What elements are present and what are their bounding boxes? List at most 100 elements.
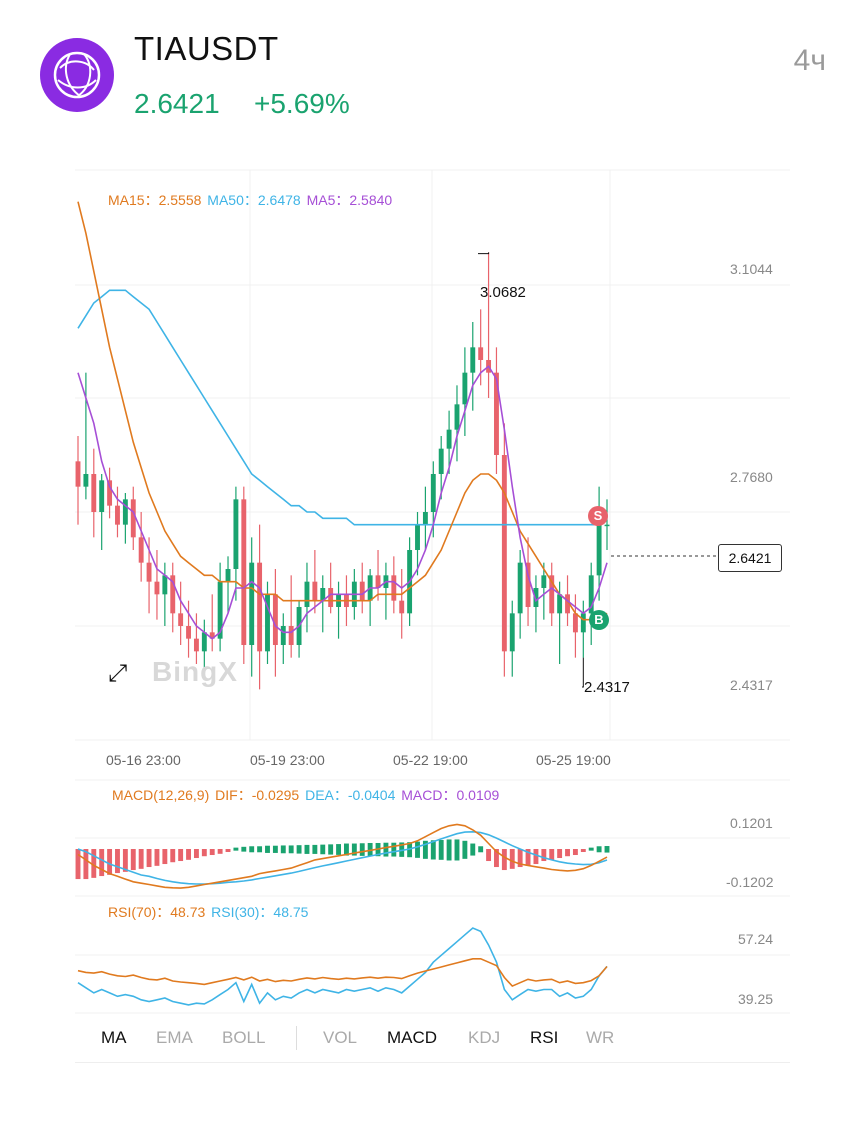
candle-body — [288, 626, 294, 645]
rsi-y-tick-label: 39.25 — [738, 991, 774, 1007]
candle-body — [178, 613, 184, 626]
candle-body — [430, 474, 436, 512]
macd-legend: MACD(12,26,9) DIF：-0.0295 DEA：-0.0404 MA… — [112, 785, 501, 805]
tab-rsi[interactable]: RSI — [530, 1028, 559, 1047]
macd-histogram-bar — [91, 849, 97, 878]
macd-histogram-bar — [154, 849, 160, 866]
candle-body — [565, 594, 570, 614]
macd-histogram-bar — [296, 845, 302, 854]
macd-histogram-bar — [265, 845, 270, 853]
symbol-title: TIAUSDT — [134, 30, 279, 67]
celestia-orb-icon — [40, 38, 114, 112]
macd-histogram-bar — [146, 849, 152, 868]
rsi70-legend: RSI(70)：48.73 — [108, 904, 206, 920]
macd-histogram-bar — [257, 846, 263, 853]
macd-histogram-bar — [391, 842, 397, 857]
y-tick-label: 3.1044 — [730, 261, 773, 277]
candle-body — [170, 575, 176, 614]
macd-histogram-bar — [138, 849, 144, 869]
candle-body — [146, 562, 152, 582]
macd-histogram-bar — [604, 846, 610, 853]
sell-marker[interactable]: S — [588, 506, 608, 526]
candle-body — [533, 588, 539, 607]
macd-histogram-bar — [557, 849, 563, 859]
ma5-line — [77, 365, 608, 640]
candle-body — [359, 581, 365, 601]
candle-body — [391, 575, 397, 601]
candle-body — [217, 581, 223, 639]
candle-body — [233, 499, 239, 569]
candle-body — [249, 562, 255, 645]
candle-body — [115, 505, 120, 525]
expand-icon[interactable]: ⤢ — [108, 660, 128, 687]
candle-body — [399, 600, 405, 614]
rsi30-line — [77, 927, 608, 1006]
candle-body — [580, 613, 586, 633]
current-price: 2.6421 — [134, 88, 220, 119]
ma50-line — [77, 289, 608, 526]
macd-histogram-bar — [359, 843, 365, 856]
macd-histogram-bar — [580, 849, 586, 853]
tab-divider — [296, 1026, 297, 1050]
x-tick-label: 05-22 19:00 — [393, 752, 468, 768]
candle-body — [154, 581, 160, 595]
candle-body — [193, 638, 199, 652]
macd-histogram-bar — [565, 849, 570, 857]
price-change-percent: +5.69% — [254, 88, 350, 119]
macd-histogram-bar — [446, 839, 452, 861]
ma5-legend: MA5：2.5840 — [306, 192, 393, 208]
candle-body — [138, 537, 144, 563]
candle-body — [509, 613, 515, 652]
candle-body — [272, 594, 278, 645]
macd-histogram-bar — [438, 839, 444, 860]
macd-histogram-bar — [115, 849, 120, 874]
tab-ema[interactable]: EMA — [156, 1028, 193, 1047]
candle-body — [517, 562, 523, 614]
x-tick-label: 05-16 23:00 — [106, 752, 181, 768]
tab-macd[interactable]: MACD — [387, 1028, 438, 1047]
macd-histogram-bar — [588, 847, 594, 851]
macd-histogram-bar — [178, 849, 184, 862]
macd-histogram-bar — [415, 841, 420, 858]
candle-body — [588, 575, 594, 614]
macd-histogram-bar — [241, 846, 247, 852]
candle-body — [107, 480, 113, 506]
macd-histogram-bar — [312, 844, 318, 854]
candle-body — [201, 632, 207, 652]
tab-kdj[interactable]: KDJ — [468, 1028, 501, 1047]
macd-title: MACD(12,26,9) — [112, 787, 210, 803]
candle-body — [454, 404, 460, 430]
tab-vol[interactable]: VOL — [323, 1028, 358, 1047]
macd-histogram-bar — [288, 845, 294, 854]
macd-histogram-bar — [454, 839, 460, 861]
candle-body — [375, 575, 381, 588]
macd-histogram-bar — [201, 849, 207, 857]
tab-boll[interactable]: BOLL — [222, 1028, 266, 1047]
macd-y-tick-label: 0.1201 — [730, 815, 773, 831]
x-tick-label: 05-25 19:00 — [536, 752, 611, 768]
macd-histogram-bar — [249, 846, 255, 853]
candle-body — [320, 588, 326, 601]
rsi30-legend: RSI(30)：48.75 — [211, 904, 309, 920]
macd-value-legend: MACD：0.0109 — [401, 787, 500, 803]
dif-line — [77, 823, 608, 889]
buy-marker[interactable]: B — [589, 610, 609, 630]
macd-histogram-bar — [233, 847, 239, 851]
low-pointer — [582, 657, 584, 688]
timeframe-selector[interactable]: 4ч — [793, 44, 826, 77]
macd-histogram-bar — [596, 846, 602, 853]
high-pointer — [478, 252, 490, 255]
macd-histogram-bar — [209, 849, 215, 856]
macd-histogram-bar — [272, 845, 278, 853]
last-price-tag: 2.6421 — [718, 544, 782, 572]
candle-body — [501, 455, 507, 652]
candle-body — [462, 372, 468, 405]
tab-wr[interactable]: WR — [586, 1028, 615, 1047]
macd-histogram-bar — [344, 843, 349, 856]
ma50-legend: MA50：2.6478 — [207, 192, 301, 208]
candle-body — [541, 575, 547, 588]
tab-ma[interactable]: MA — [101, 1028, 127, 1047]
candle-body — [209, 632, 215, 639]
rsi-y-tick-label: 57.24 — [738, 931, 774, 947]
